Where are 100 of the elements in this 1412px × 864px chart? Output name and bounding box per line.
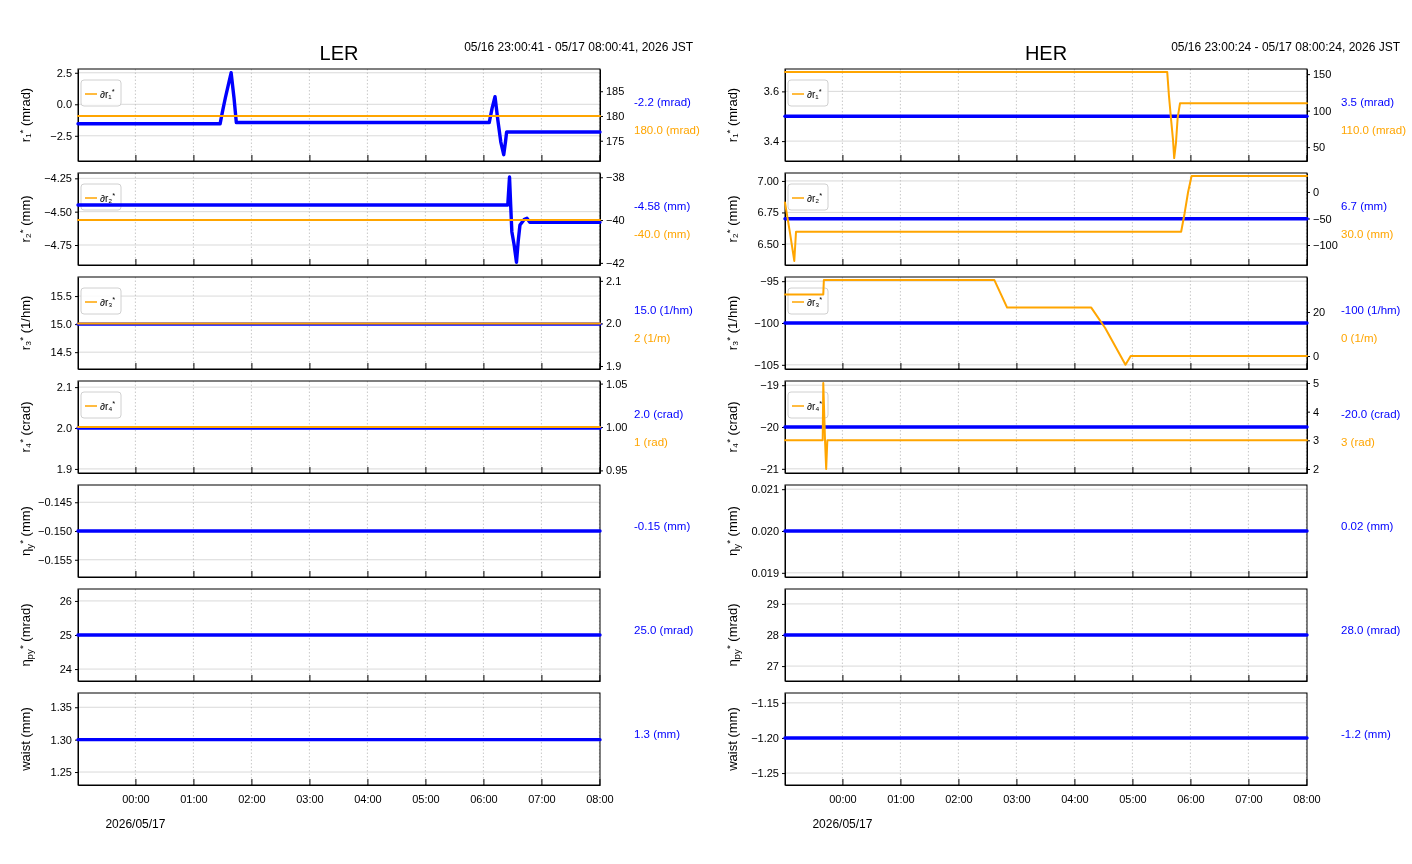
y-tick-label: 15.5 xyxy=(50,290,72,303)
x-tick-label: 04:00 xyxy=(1061,792,1089,805)
line-series xyxy=(784,70,1308,160)
y2-tick-label: 0 xyxy=(1313,186,1320,198)
text: 6.7 (mm) xyxy=(1341,200,1388,212)
text: 0 (1/m) xyxy=(1341,332,1378,344)
y-tick-label: 0.021 xyxy=(751,483,779,496)
y2-tick-label: 20 xyxy=(1313,306,1326,319)
text: 3 (rad) xyxy=(1341,436,1376,448)
line-series xyxy=(784,175,1308,262)
y-tick-label: 27 xyxy=(766,660,779,673)
y-tick-label: −21 xyxy=(760,462,779,475)
y-tick-label: 24 xyxy=(59,663,72,676)
y-tick-label: −1.20 xyxy=(751,731,779,744)
text: -2.2 (mrad) xyxy=(634,96,692,108)
x-tick-label: 03:00 xyxy=(296,792,324,805)
y2-tick-label: 1.05 xyxy=(606,377,628,390)
legend-label: ∂r₁$^{*}$ xyxy=(100,87,115,100)
chart-title: HER xyxy=(1024,42,1068,64)
text: 15.0 (1/hm) xyxy=(634,304,693,316)
y-tick-label: 2.1 xyxy=(56,381,72,394)
x-tick-label: 00:00 xyxy=(122,792,150,805)
y2-tick-label: 1.00 xyxy=(606,421,628,434)
y2-tick-label: 4 xyxy=(1313,405,1320,418)
y-tick-label: −0.155 xyxy=(38,553,72,566)
chart-title: LER xyxy=(319,42,359,64)
y-tick-label: −95 xyxy=(760,275,779,288)
y2-tick-label: −40 xyxy=(606,214,625,227)
y2-tick-label: 2.1 xyxy=(606,274,622,287)
text: 25.0 (mrad) xyxy=(634,624,694,636)
x-tick-label: 04:00 xyxy=(354,792,382,805)
x-tick-label: 01:00 xyxy=(887,792,915,805)
x-tick-label: 03:00 xyxy=(1003,792,1031,805)
y-tick-label: −4.50 xyxy=(44,205,72,218)
y2-tick-label: −42 xyxy=(606,256,625,269)
y2-tick-label: 0 xyxy=(1313,350,1320,363)
y2-tick-label: 50 xyxy=(1313,141,1326,154)
y-tick-label: 3.4 xyxy=(763,135,779,148)
line-series xyxy=(76,71,602,157)
x-tick-label: 00:00 xyxy=(829,792,857,805)
y2-tick-label: 150 xyxy=(1313,68,1332,81)
text: 110.0 (mrad) xyxy=(1341,124,1407,136)
y-tick-label: 0.019 xyxy=(751,566,779,579)
text: 30.0 (mm) xyxy=(1341,228,1394,240)
x-tick-label: 07:00 xyxy=(528,792,556,805)
y-tick-label: 1.25 xyxy=(50,766,72,779)
y2-tick-label: 5 xyxy=(1313,377,1320,390)
text: 3.5 (mrad) xyxy=(1341,96,1395,108)
x-tick-label: 05:00 xyxy=(412,792,440,805)
text: 180.0 (mrad) xyxy=(634,124,700,136)
y-tick-label: −4.75 xyxy=(44,239,72,252)
y-tick-label: −100 xyxy=(754,317,779,330)
x-tick-label: 07:00 xyxy=(1235,792,1263,805)
y-tick-label: −2.5 xyxy=(50,129,72,142)
y-tick-label: 29 xyxy=(766,597,779,610)
y-tick-label: 3.6 xyxy=(763,85,779,98)
y2-tick-label: 180 xyxy=(606,110,625,123)
y-tick-label: 6.75 xyxy=(757,206,779,219)
line-series xyxy=(76,175,602,265)
y-tick-label: 26 xyxy=(59,594,72,607)
legend-label: ∂r₂$^{*}$ xyxy=(807,191,823,204)
y2-tick-label: −50 xyxy=(1313,212,1332,225)
y-tick-label: 1.35 xyxy=(50,701,72,714)
y-tick-label: 1.30 xyxy=(50,733,72,746)
y2-tick-label: −100 xyxy=(1313,239,1338,252)
y-tick-label: 6.50 xyxy=(757,237,779,250)
x-tick-label: 08:00 xyxy=(1293,792,1321,805)
y-tick-label: 1.9 xyxy=(56,462,72,475)
text: -1.2 (mm) xyxy=(1341,728,1391,740)
y2-tick-label: 1.9 xyxy=(606,360,622,373)
text: 2026/05/17 xyxy=(105,817,166,831)
y-tick-label: −0.150 xyxy=(38,525,72,538)
chart-subtitle: 05/16 23:00:41 - 05/17 08:00:41, 2026 JST xyxy=(464,40,694,54)
y-tick-label: −105 xyxy=(754,358,779,371)
legend-label: ∂r₁$^{*}$ xyxy=(807,87,822,100)
x-tick-label: 02:00 xyxy=(238,792,266,805)
y-tick-label: −1.25 xyxy=(751,767,779,780)
y-tick-label: −0.145 xyxy=(38,496,72,509)
text: -0.15 (mm) xyxy=(634,520,691,532)
y2-tick-label: 2.0 xyxy=(606,317,622,330)
y-tick-label: 15.0 xyxy=(50,318,72,331)
text: 2.0 (crad) xyxy=(634,408,684,420)
text: 1.3 (mm) xyxy=(634,728,681,740)
text: 2026/05/17 xyxy=(812,817,873,831)
text: 28.0 (mrad) xyxy=(1341,624,1401,636)
y-tick-label: 14.5 xyxy=(50,346,72,359)
y-tick-label: 0.020 xyxy=(751,525,779,538)
line-series xyxy=(784,279,1308,366)
y-tick-label: 28 xyxy=(766,629,779,642)
y-tick-label: −19 xyxy=(760,379,779,392)
y2-tick-label: 2 xyxy=(1313,463,1320,476)
legend-label: ∂r₂$^{*}$ xyxy=(100,191,116,204)
y-tick-label: 25 xyxy=(59,629,72,642)
legend-label: ∂r₃$^{*}$ xyxy=(100,295,116,308)
text: -20.0 (crad) xyxy=(1341,408,1401,420)
y2-tick-label: 185 xyxy=(606,85,625,98)
y-tick-label: −1.15 xyxy=(751,696,779,709)
y2-tick-label: 100 xyxy=(1313,104,1332,117)
text: 1 (rad) xyxy=(634,436,669,448)
y-tick-label: 2.0 xyxy=(56,422,72,435)
